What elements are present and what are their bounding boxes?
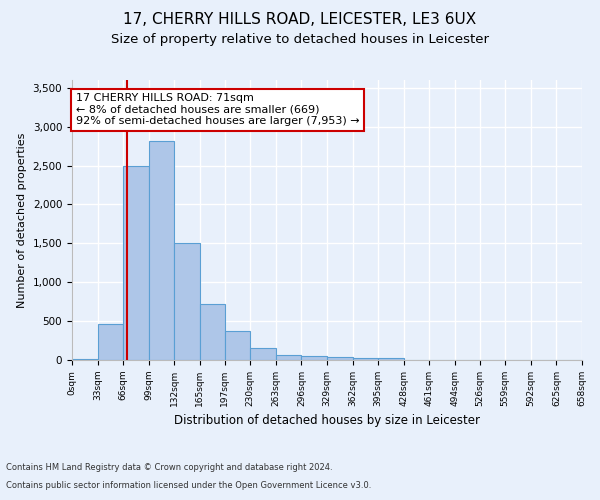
Text: Size of property relative to detached houses in Leicester: Size of property relative to detached ho… (111, 32, 489, 46)
Bar (175, 244, 200, 360)
Text: Contains HM Land Registry data © Crown copyright and database right 2024.: Contains HM Land Registry data © Crown c… (6, 464, 332, 472)
Text: 17, CHERRY HILLS ROAD, LEICESTER, LE3 6UX: 17, CHERRY HILLS ROAD, LEICESTER, LE3 6U… (124, 12, 476, 28)
Text: Contains public sector information licensed under the Open Government Licence v3: Contains public sector information licen… (6, 481, 371, 490)
Bar (224, 331, 250, 360)
Bar (98, 324, 123, 360)
X-axis label: Distribution of detached houses by size in Leicester: Distribution of detached houses by size … (174, 414, 480, 428)
Bar (200, 304, 224, 360)
Bar (353, 358, 378, 360)
Bar (123, 166, 149, 360)
Bar (378, 358, 404, 360)
Bar (327, 356, 353, 360)
Bar (72, 359, 98, 360)
Bar (250, 348, 276, 360)
Bar (276, 354, 301, 360)
Bar (149, 140, 175, 360)
Y-axis label: Number of detached properties: Number of detached properties (17, 132, 27, 308)
Bar (301, 356, 327, 360)
Text: 17 CHERRY HILLS ROAD: 71sqm
← 8% of detached houses are smaller (669)
92% of sem: 17 CHERRY HILLS ROAD: 71sqm ← 8% of deta… (76, 93, 359, 126)
